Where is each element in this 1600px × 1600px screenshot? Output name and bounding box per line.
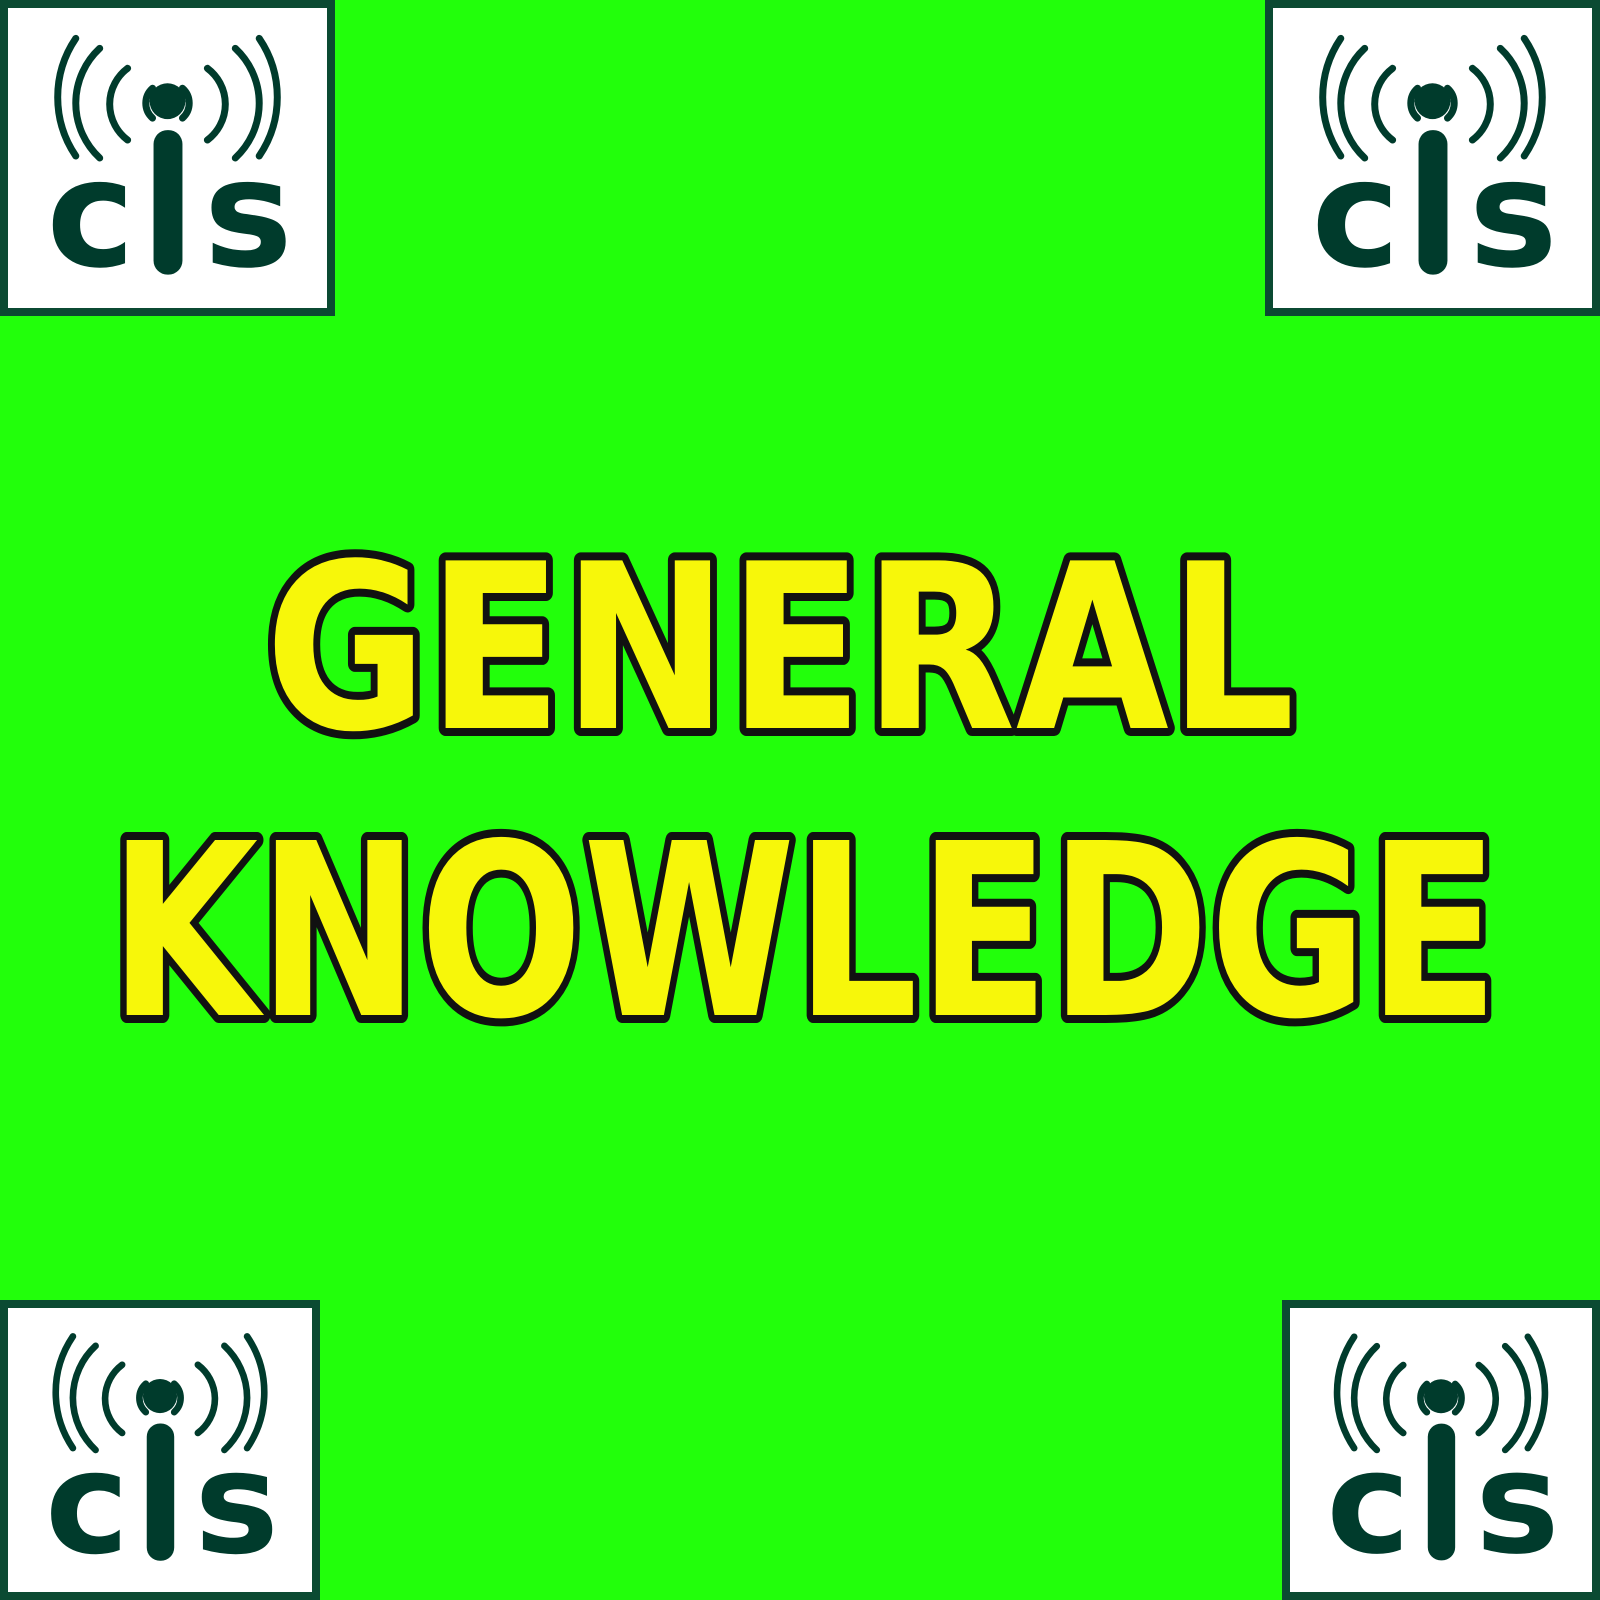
cis-logo-bottom-left: c s: [0, 1300, 320, 1600]
cis-logo-top-left: c s: [0, 0, 335, 316]
cis-logo-top-right: c s: [1265, 0, 1600, 316]
logo-letter-s: s: [204, 128, 293, 302]
logo-letter-c: c: [46, 128, 135, 302]
title-line-knowledge: KNOWLEDGE: [109, 792, 1499, 1072]
logo-letter-s: s: [1475, 1422, 1559, 1586]
broadcast-signal-icon: c s: [1311, 34, 1558, 302]
logo-letter-c: c: [1326, 1422, 1410, 1586]
broadcast-signal-icon: c s: [1326, 1333, 1560, 1586]
logo-letter-c: c: [1311, 128, 1400, 302]
cis-logo-bottom-right: c s: [1282, 1300, 1600, 1600]
logo-letter-s: s: [1469, 128, 1558, 302]
title-line-general: GENERAL: [265, 516, 1295, 783]
logo-letter-s: s: [194, 1421, 279, 1586]
broadcast-signal-icon: c s: [45, 1333, 279, 1586]
logo-letter-c: c: [45, 1421, 129, 1586]
broadcast-signal-icon: c s: [46, 34, 293, 302]
